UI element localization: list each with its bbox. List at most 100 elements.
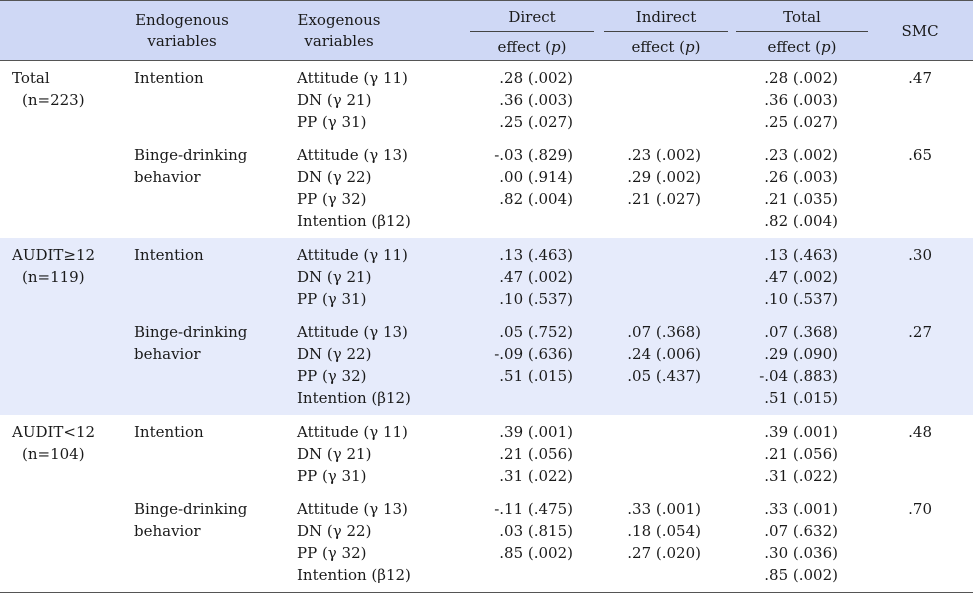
total-effect: .25 (.027)	[764, 113, 838, 131]
group-n: (n=223)	[22, 91, 85, 109]
total-effect: .31 (.022)	[764, 467, 838, 485]
direct-effect-column: .05 (.752) -.09 (.636) .51 (.015)	[494, 321, 573, 409]
exogenous-variable: DN (γ 22)	[297, 345, 372, 363]
direct-effect: .03 (.815)	[499, 522, 573, 540]
total-effect: .28 (.002)	[764, 69, 838, 87]
total-effect: .26 (.003)	[764, 168, 838, 186]
exogenous-variable: PP (γ 32)	[297, 544, 367, 562]
header-indirect-rule	[604, 31, 728, 32]
exogenous-variable: DN (γ 22)	[297, 168, 372, 186]
total-effect: .29 (.090)	[764, 345, 838, 363]
smc-value: .70	[908, 500, 932, 518]
indirect-effect: .29 (.002)	[627, 168, 701, 186]
direct-effect: .82 (.004)	[499, 190, 573, 208]
header-direct-rule	[470, 31, 594, 32]
table-header: Endogenous variables Exogenous variables…	[0, 0, 973, 61]
group-label-cell: AUDIT<12 (n=104)	[12, 421, 95, 465]
direct-effect: .51 (.015)	[499, 367, 573, 385]
exogenous-variable: DN (γ 21)	[297, 91, 372, 109]
total-effect-column: .28 (.002) .36 (.003) .25 (.027)	[764, 67, 838, 133]
direct-effect	[494, 210, 573, 232]
effect-p-label: effect (p)	[767, 38, 837, 56]
direct-effect-column: .28 (.002) .36 (.003) .25 (.027)	[499, 67, 573, 133]
smc-value: .48	[908, 423, 932, 441]
total-effect-column: .23 (.002) .26 (.003) .21 (.035) .82 (.004)	[764, 144, 838, 232]
direct-effect-column: -.03 (.829) .00 (.914) .82 (.004)	[494, 144, 573, 232]
indirect-effect: .24 (.006)	[627, 345, 701, 363]
direct-effect-column: .13 (.463) .47 (.002) .10 (.537)	[499, 244, 573, 310]
group-label-cell: Total (n=223)	[12, 67, 85, 111]
total-effect: .30 (.036)	[764, 544, 838, 562]
total-effect: .13 (.463)	[764, 246, 838, 264]
indirect-effect: .33 (.001)	[627, 500, 701, 518]
direct-effect: .28 (.002)	[499, 69, 573, 87]
header-direct-effect: effect (p)	[470, 37, 594, 58]
header-total-rule	[736, 31, 868, 32]
total-effect-column: .13 (.463) .47 (.002) .10 (.537)	[764, 244, 838, 310]
exogenous-variable: Intention (β12)	[297, 566, 411, 584]
direct-effect	[494, 564, 573, 586]
total-effect: .23 (.002)	[764, 146, 838, 164]
exogenous-variable: Intention (β12)	[297, 212, 411, 230]
exogenous-variable: DN (γ 21)	[297, 445, 372, 463]
exogenous-variable-column: Attitude (γ 11) DN (γ 21) PP (γ 31)	[297, 67, 408, 133]
exogenous-variable-column: Attitude (γ 13) DN (γ 22) PP (γ 32) Intenti…	[297, 498, 411, 586]
total-effect-column: .33 (.001) .07 (.632) .30 (.036) .85 (.002)	[764, 498, 838, 586]
smc-value: .27	[908, 323, 932, 341]
indirect-effect	[627, 210, 701, 232]
direct-effect: .13 (.463)	[499, 246, 573, 264]
exogenous-variable: Intention (β12)	[297, 389, 411, 407]
total-effect: .82 (.004)	[764, 212, 838, 230]
total-effect: .36 (.003)	[764, 91, 838, 109]
total-effect-column: .39 (.001) .21 (.056) .31 (.022)	[764, 421, 838, 487]
header-endogenous: Endogenous variables	[135, 11, 229, 50]
direct-effect: .31 (.022)	[499, 467, 573, 485]
endogenous-variable: Binge-drinking behavior	[134, 323, 248, 363]
exogenous-variable-column: Attitude (γ 11) DN (γ 21) PP (γ 31)	[297, 244, 408, 310]
indirect-effect: .18 (.054)	[627, 522, 701, 540]
indirect-effect: .23 (.002)	[627, 146, 701, 164]
endogenous-variable: Intention	[134, 246, 204, 264]
exogenous-variable: DN (γ 22)	[297, 522, 372, 540]
direct-effect: .85 (.002)	[499, 544, 573, 562]
direct-effect: .00 (.914)	[499, 168, 573, 186]
total-effect: .10 (.537)	[764, 290, 838, 308]
header-total-effect: effect (p)	[736, 37, 868, 58]
group-n: (n=104)	[22, 445, 85, 463]
header-smc: SMC	[901, 22, 939, 40]
header-total: Total	[783, 8, 821, 26]
effect-p-label: effect (p)	[631, 38, 701, 56]
direct-effect: .39 (.001)	[499, 423, 573, 441]
direct-effect: -.09 (.636)	[494, 345, 573, 363]
direct-effect: .47 (.002)	[499, 268, 573, 286]
total-effect: -.04 (.883)	[759, 367, 838, 385]
exogenous-variable: Attitude (γ 13)	[297, 323, 408, 341]
direct-effect-column: .39 (.001) .21 (.056) .31 (.022)	[499, 421, 573, 487]
total-effect: .33 (.001)	[764, 500, 838, 518]
header-indirect-effect: effect (p)	[604, 37, 728, 58]
exogenous-variable: PP (γ 32)	[297, 190, 367, 208]
total-effect: .07 (.368)	[764, 323, 838, 341]
smc-value: .47	[908, 69, 932, 87]
header-indirect: Indirect	[635, 8, 697, 26]
exogenous-variable: PP (γ 32)	[297, 367, 367, 385]
exogenous-variable-column: Attitude (γ 13) DN (γ 22) PP (γ 32) Intenti…	[297, 144, 411, 232]
indirect-effect-column: .33 (.001) .18 (.054) .27 (.020)	[627, 498, 701, 586]
exogenous-variable: PP (γ 31)	[297, 467, 367, 485]
exogenous-variable: Attitude (γ 11)	[297, 69, 408, 87]
direct-effect: .21 (.056)	[499, 445, 573, 463]
direct-effect: .10 (.537)	[499, 290, 573, 308]
indirect-effect: .27 (.020)	[627, 544, 701, 562]
indirect-effect-column: .23 (.002) .29 (.002) .21 (.027)	[627, 144, 701, 232]
direct-effect	[494, 387, 573, 409]
direct-effect: -.03 (.829)	[494, 146, 573, 164]
total-effect: .21 (.056)	[764, 445, 838, 463]
indirect-effect: .07 (.368)	[627, 323, 701, 341]
indirect-effect	[627, 564, 701, 586]
exogenous-variable: DN (γ 21)	[297, 268, 372, 286]
total-effect: .47 (.002)	[764, 268, 838, 286]
endogenous-variable: Intention	[134, 69, 204, 87]
group-2: AUDIT<12 (n=104) Intention .48 Attitude (γ 1…	[0, 415, 973, 593]
smc-value: .30	[908, 246, 932, 264]
